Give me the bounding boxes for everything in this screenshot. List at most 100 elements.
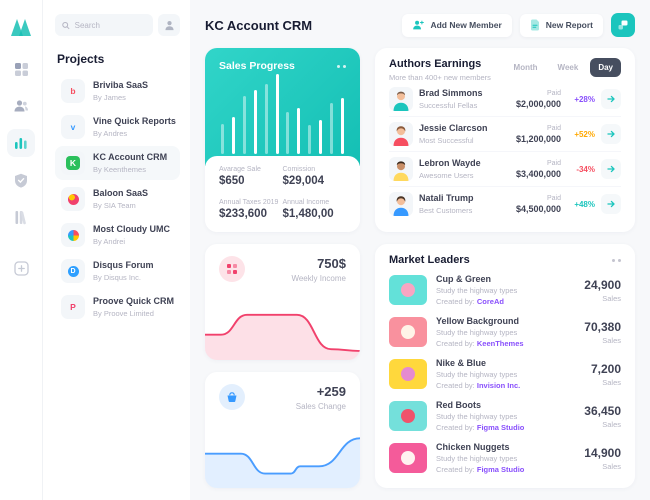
product-thumbnail	[389, 401, 427, 431]
vine-icon: v	[61, 115, 85, 139]
balloon-icon	[61, 187, 85, 211]
users-icon	[14, 100, 28, 112]
change-badge: -34%	[576, 164, 595, 174]
product-thumbnail	[389, 443, 427, 473]
search-icon	[62, 21, 70, 29]
rail-item-dashboard[interactable]	[7, 55, 35, 83]
change-badge: +48%	[574, 199, 595, 209]
new-file-icon	[13, 260, 29, 276]
stat-comission: Comission $29,004	[282, 166, 325, 187]
leader-row-nike-blue: Nike & Blue Study the highway types Crea…	[389, 353, 621, 395]
proove-icon: P	[61, 295, 85, 319]
arrow-right-icon	[607, 130, 615, 138]
change-badge: +52%	[574, 129, 595, 139]
stat-average-sale: Avarage Sale $650	[219, 166, 261, 187]
leader-row-yellow-background: Yellow Background Study the highway type…	[389, 311, 621, 353]
leader-row-red-boots: Red Boots Study the highway types Create…	[389, 395, 621, 437]
product-thumbnail	[389, 275, 427, 305]
logo-icon	[11, 19, 31, 36]
author-detail-button[interactable]	[601, 89, 621, 109]
weekly-income-card: 750$ Weekly Income	[205, 244, 360, 360]
add-user-icon	[413, 20, 425, 30]
rail-item-library[interactable]	[7, 203, 35, 231]
projects-heading: Projects	[57, 52, 105, 66]
leader-row-chicken-nuggets: Chicken Nuggets Study the highway types …	[389, 437, 621, 479]
stat-annual-income: Annual Income $1,480,00	[282, 198, 334, 220]
author-row-jessie: Jessie Clarcson Most Successful Paid $1,20…	[389, 117, 621, 152]
period-tabs: Month Week Day	[506, 58, 621, 77]
creator-link[interactable]: Invision Inc.	[476, 381, 521, 390]
sales-change-value: +259	[316, 384, 346, 399]
avatar-jessie	[389, 122, 413, 146]
kc-icon: K	[61, 151, 85, 175]
leader-row-cup-green: Cup & Green Study the highway types Crea…	[389, 269, 621, 311]
disqus-icon: D	[61, 259, 85, 283]
project-item-disqus[interactable]: D Disqus Forum By Disqus Inc.	[55, 254, 180, 288]
project-item-kc-account-crm[interactable]: K KC Account CRM By Keenthemes	[55, 146, 180, 180]
quick-actions-button[interactable]	[611, 13, 635, 37]
tab-day[interactable]: Day	[590, 58, 621, 77]
profile-button[interactable]	[158, 14, 180, 36]
project-item-proove[interactable]: P Proove Quick CRM By Proove Limited	[55, 290, 180, 324]
briviba-icon: b	[61, 79, 85, 103]
sales-change-label: Sales Change	[295, 402, 346, 411]
sales-change-card: +259 Sales Change	[205, 372, 360, 488]
rail-item-users[interactable]	[7, 92, 35, 120]
authors-earnings-card: Authors Earnings More than 400+ new memb…	[375, 48, 635, 232]
search-input[interactable]	[74, 20, 146, 30]
weekly-income-label: Weekly Income	[291, 274, 346, 283]
arrow-right-icon	[607, 165, 615, 173]
author-row-lebron: Lebron Wayde Awesome Users Paid $3,400,000…	[389, 152, 621, 187]
project-item-briviba[interactable]: b Briviba SaaS By James	[55, 74, 180, 108]
weekly-income-value: 750$	[317, 256, 346, 271]
stat-annual-taxes: Annual Taxes 2019 $233,600	[219, 198, 279, 220]
arrow-right-icon	[607, 200, 615, 208]
metronic-logo[interactable]	[7, 13, 35, 41]
search-box	[55, 14, 153, 36]
market-leaders-title: Market Leaders	[389, 254, 470, 266]
sales-progress-title: Sales Progress	[219, 60, 295, 72]
rail-item-charts[interactable]	[7, 129, 35, 157]
author-row-natali: Natali Trump Best Customers Paid $4,500,00…	[389, 187, 621, 221]
creator-link[interactable]: Figma Studio	[476, 423, 525, 432]
tab-month[interactable]: Month	[513, 63, 538, 72]
sales-change-chart	[205, 437, 360, 488]
avatar-natali	[389, 192, 413, 216]
author-detail-button[interactable]	[601, 159, 621, 179]
project-item-most-cloudy[interactable]: Most Cloudy UMC By Andrei	[55, 218, 180, 252]
page-title: KC Account CRM	[205, 17, 313, 33]
sales-progress-bars	[221, 74, 344, 154]
dashboard-grid-icon	[14, 62, 28, 76]
author-detail-button[interactable]	[601, 124, 621, 144]
rail-item-security[interactable]	[7, 166, 35, 194]
authors-earnings-title: Authors Earnings	[389, 58, 482, 70]
creator-link[interactable]: CoreAd	[476, 297, 504, 306]
person-icon	[164, 20, 174, 30]
card-menu-dots-icon[interactable]	[612, 258, 621, 262]
product-thumbnail	[389, 317, 427, 347]
avatar-lebron	[389, 157, 413, 181]
project-item-vine[interactable]: v Vine Quick Reports By Andres	[55, 110, 180, 144]
card-menu-dots-icon[interactable]	[337, 64, 346, 68]
creator-link[interactable]: Figma Studio	[476, 465, 525, 474]
quick-actions-icon	[618, 20, 628, 30]
new-report-button[interactable]: New Report	[519, 13, 603, 37]
sales-progress-chart: Sales Progress	[205, 48, 360, 166]
arrow-right-icon	[607, 95, 615, 103]
sales-change-chart-area	[205, 432, 360, 488]
sales-progress-card: Sales Progress Avarage Sale $650 Comissi…	[205, 48, 360, 232]
tab-week[interactable]: Week	[557, 63, 579, 72]
author-detail-button[interactable]	[601, 194, 621, 214]
market-leaders-card: Market Leaders Cup & Green Study the hig…	[375, 244, 635, 488]
avatar-brad	[389, 87, 413, 111]
cloudy-icon	[61, 223, 85, 247]
project-item-baloon[interactable]: Baloon SaaS By SIA Team	[55, 182, 180, 216]
rail-item-new[interactable]	[7, 254, 35, 282]
icon-rail	[0, 0, 43, 500]
bar-chart-icon	[15, 138, 27, 149]
main-content: KC Account CRM Add New Member New Report	[190, 0, 650, 500]
basket-icon	[219, 384, 245, 410]
creator-link[interactable]: KeenThemes	[476, 339, 524, 348]
add-new-member-button[interactable]: Add New Member	[402, 13, 512, 37]
